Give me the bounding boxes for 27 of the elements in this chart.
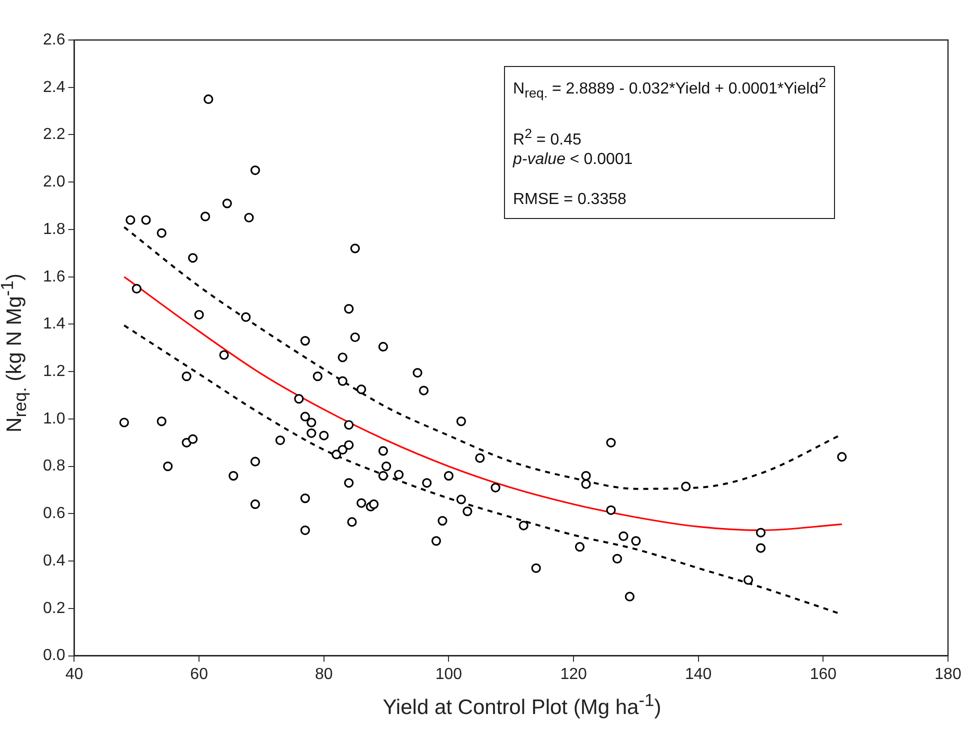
x-tick-label: 60 (190, 666, 208, 683)
x-tick-label: 120 (560, 666, 587, 683)
y-tick-label: 2.4 (42, 78, 66, 96)
y-tick-label: 0.6 (42, 505, 66, 522)
x-tick-label: 140 (685, 666, 712, 683)
y-tick-label: 1.2 (42, 362, 66, 380)
y-tick-label: 2.2 (42, 126, 66, 144)
y-tick-label: 1.8 (42, 220, 66, 238)
x-tick-label: 40 (65, 666, 84, 683)
y-tick-label: 2.0 (42, 174, 66, 191)
x-tick-label: 80 (314, 666, 333, 683)
y-tick-label: 1.0 (42, 410, 66, 428)
y-tick-label: 0.0 (42, 647, 66, 664)
y-tick-label: 0.8 (42, 458, 66, 475)
annotation: p-value < 0.0001 (513, 150, 634, 170)
y-tick-label: 1.6 (42, 268, 66, 286)
x-axis-title: Yield at Control Plot (Mg ha$^{-1}$) (382, 690, 662, 720)
y-tick-label: 1.4 (42, 316, 66, 333)
annotation: RMSE = 0.3358 (513, 190, 628, 210)
x-tick-label: 180 (934, 666, 962, 683)
y-tick-label: 2.6 (42, 31, 66, 48)
annotation: R$^{2}$ = 0.45 (513, 124, 582, 150)
y-tick-label: 0.2 (42, 600, 66, 617)
y-tick-label: 0.4 (42, 552, 66, 570)
x-tick-label: 160 (810, 666, 837, 683)
annotation: N$_{req.}$ = 2.8889 - 0.032*Yield + 0.0001*Yield$^{2}$ (513, 74, 826, 103)
x-tick-label: 100 (435, 666, 462, 683)
